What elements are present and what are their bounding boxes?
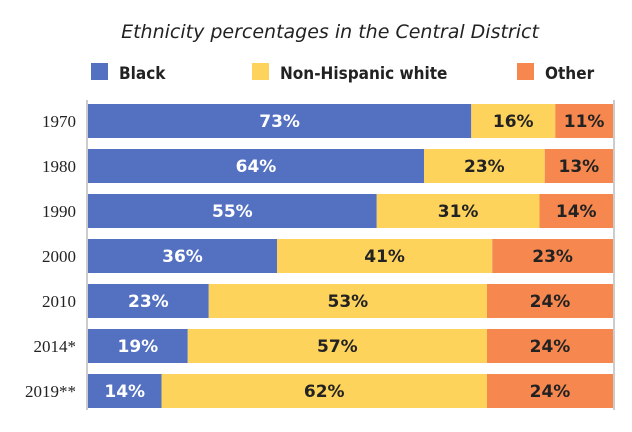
bar-segment [187, 329, 487, 363]
bar-segment [492, 239, 613, 273]
data-label: 55% [212, 202, 253, 222]
bars: 1970 73% 16% 11% 1980 64% 23% 13% 1990 55% 31% 14% 2… [25, 104, 613, 408]
bar-segment [88, 329, 188, 363]
bar-segment [539, 194, 613, 228]
category-label: 1970 [42, 112, 76, 131]
data-label: 31% [438, 202, 479, 222]
bar-segment [376, 194, 540, 228]
bar-segment [88, 374, 162, 408]
bar-segment [88, 194, 377, 228]
bar-segment [471, 104, 556, 138]
data-label: 53% [328, 292, 369, 312]
data-label: 24% [530, 337, 571, 357]
bar-segment [487, 329, 613, 363]
data-label: 23% [464, 157, 505, 177]
data-label: 57% [317, 337, 358, 357]
data-label: 64% [236, 157, 277, 177]
legend: Black Non-Hispanic white Other [91, 63, 595, 84]
data-label: 11% [564, 112, 605, 132]
bar-segment [208, 284, 487, 318]
legend-label: Black [119, 64, 166, 84]
data-label: 73% [259, 112, 300, 132]
data-label: 14% [104, 382, 145, 402]
bar-segment [487, 284, 613, 318]
data-label: 62% [304, 382, 345, 402]
bar-segment [88, 149, 424, 183]
bar-segment [88, 284, 209, 318]
bar-segment [161, 374, 487, 408]
bar-segment [487, 374, 613, 408]
data-label: 19% [118, 337, 159, 357]
data-label: 24% [530, 292, 571, 312]
data-label: 24% [530, 382, 571, 402]
bar-segment [88, 239, 277, 273]
legend-swatch-1 [252, 63, 269, 80]
data-label: 23% [128, 292, 169, 312]
data-label: 16% [493, 112, 534, 132]
data-label: 36% [162, 247, 203, 267]
bar-segment [555, 104, 613, 138]
category-label: 2014* [34, 337, 77, 356]
category-label: 1980 [42, 157, 76, 176]
bar-segment [424, 149, 545, 183]
legend-label: Other [545, 64, 595, 84]
data-label: 14% [556, 202, 597, 222]
category-label: 2019** [25, 382, 76, 401]
legend-swatch-2 [517, 63, 534, 80]
bar-segment [277, 239, 493, 273]
category-label: 2000 [42, 247, 76, 266]
bar-segment [544, 149, 613, 183]
legend-swatch-0 [91, 63, 108, 80]
category-label: 1990 [42, 202, 76, 221]
data-label: 13% [559, 157, 600, 177]
category-label: 2010 [42, 292, 76, 311]
data-label: 23% [532, 247, 573, 267]
legend-label: Non-Hispanic white [280, 64, 447, 84]
bar-segment [88, 104, 472, 138]
data-label: 41% [364, 247, 405, 267]
chart-title: Ethnicity percentages in the Central Dis… [121, 21, 540, 43]
